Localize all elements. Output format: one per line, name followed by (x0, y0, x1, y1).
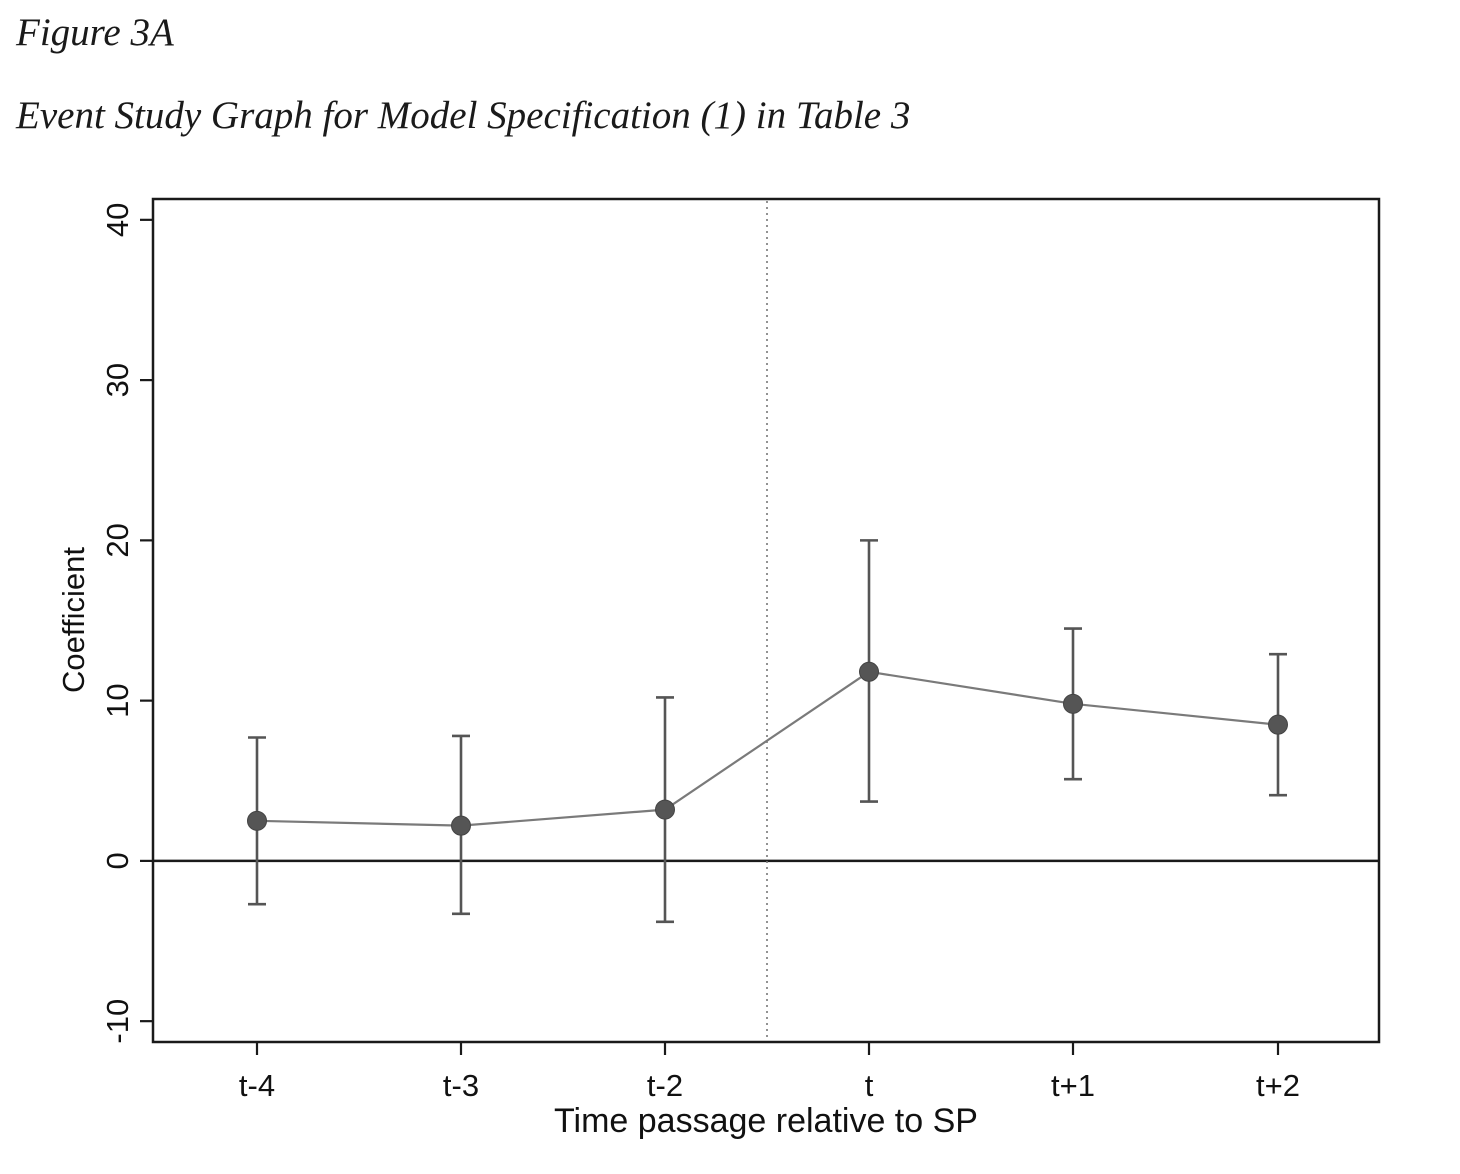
coefficient-point (859, 661, 879, 682)
x-tick-label: t-2 (647, 1068, 683, 1103)
coefficient-point (1268, 714, 1288, 735)
coefficient-point (1063, 693, 1083, 714)
x-tick-label: t-4 (239, 1068, 275, 1103)
coefficient-line (256, 670, 1279, 827)
x-tick-label: t+2 (1256, 1068, 1300, 1103)
coefficient-point (247, 810, 267, 831)
x-axis-label: Time passage relative to SP (554, 1102, 978, 1140)
plot-frame (151, 197, 1381, 1044)
y-tick-label: 0 (100, 852, 135, 869)
y-axis-label: Coefficient (56, 547, 91, 693)
figure-label: Figure 3A (16, 11, 174, 54)
x-axis: t-4 t-3 t-2 t t+1 t+2 (239, 1042, 1300, 1103)
y-tick-label: 40 (100, 203, 135, 237)
y-tick-label: 30 (100, 363, 135, 397)
y-tick-label: 20 (100, 523, 135, 557)
coefficient-point (451, 815, 471, 836)
x-tick-label: t+1 (1051, 1068, 1095, 1103)
x-tick-label: t (865, 1068, 874, 1103)
x-tick-label: t-3 (443, 1068, 479, 1103)
y-axis: -10 0 10 20 30 40 (100, 203, 153, 1044)
y-tick-label: -10 (100, 999, 135, 1044)
figure-title: Event Study Graph for Model Specificatio… (16, 94, 911, 137)
y-tick-label: 10 (100, 683, 135, 717)
coefficient-points (247, 661, 1288, 836)
coefficient-point (655, 799, 675, 820)
